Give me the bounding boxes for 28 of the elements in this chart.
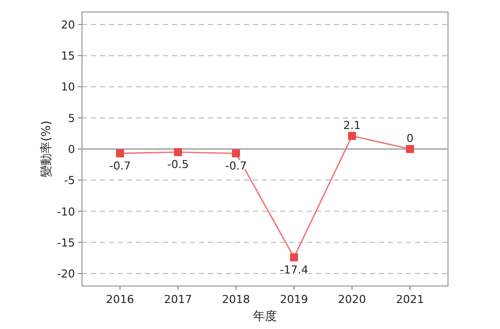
point <box>174 148 182 156</box>
y-tick-label: -20 <box>57 268 75 281</box>
point <box>348 132 356 140</box>
point <box>290 253 298 262</box>
x-tick-label: 2020 <box>338 293 366 306</box>
x-tick-label: 2016 <box>106 293 134 306</box>
y-tick-label: 20 <box>61 18 75 32</box>
x-tick-label: 2019 <box>280 293 308 306</box>
data-label: 2.1 <box>343 118 361 132</box>
y-tick-label: -10 <box>57 205 75 218</box>
y-tick-label: -5 <box>64 174 75 188</box>
y-tick-label: 15 <box>61 50 75 63</box>
y-tick-label: 0 <box>68 143 75 156</box>
x-tick-label: 2018 <box>222 293 250 306</box>
y-tick-label: 5 <box>68 112 75 125</box>
x-axis-title: 年度 <box>253 309 277 323</box>
data-label: -17.4 <box>280 263 308 276</box>
data-label: -0.5 <box>167 158 189 172</box>
y-tick-label: -15 <box>57 236 75 250</box>
point <box>116 149 124 158</box>
y-axis-title: 變動率(%) <box>39 120 53 178</box>
y-tick-label: 10 <box>61 80 75 94</box>
x-tick-label: 2017 <box>164 293 192 306</box>
data-label: -0.7 <box>109 159 131 172</box>
point <box>232 149 240 158</box>
data-label: 0 <box>406 132 414 145</box>
x-tick-label: 2021 <box>396 293 424 306</box>
point <box>406 145 414 153</box>
